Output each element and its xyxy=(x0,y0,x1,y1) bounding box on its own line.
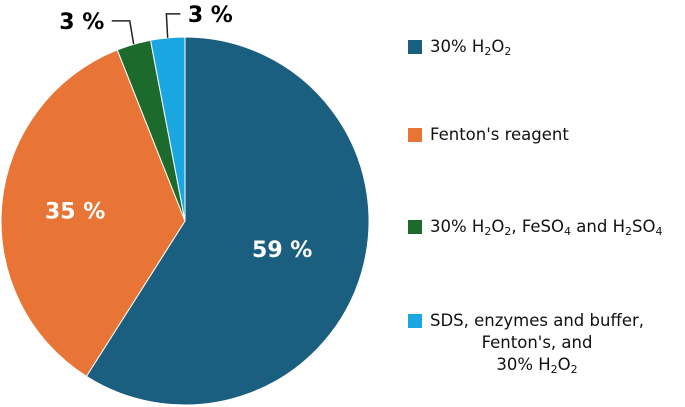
slice-label-4: 3 % xyxy=(188,3,233,28)
legend-swatch-1 xyxy=(408,40,422,54)
legend: 30% H2O2 Fenton's reagent 30% H2O2, FeSO4 … xyxy=(408,0,685,407)
leader-line-3 xyxy=(111,20,135,45)
legend-label-3: 30% H2O2, FeSO4 and H2SO4 xyxy=(430,217,663,238)
legend-item-2: Fenton's reagent xyxy=(408,124,569,146)
legend-label-1: 30% H2O2 xyxy=(430,37,512,58)
legend-swatch-3 xyxy=(408,220,422,234)
legend-swatch-4 xyxy=(408,314,422,328)
pie-slice-2 xyxy=(0,49,186,378)
slice-label-3: 3 % xyxy=(59,10,104,35)
legend-item-3: 30% H2O2, FeSO4 and H2SO4 xyxy=(408,216,662,238)
legend-item-4: SDS, enzymes and buffer, Fenton's, and 30%… xyxy=(408,310,644,376)
legend-label-4: SDS, enzymes and buffer, Fenton's, and 30%… xyxy=(430,311,645,376)
legend-swatch-2 xyxy=(408,128,422,142)
slice-label-2: 35 % xyxy=(45,200,105,225)
pie-slice-1 xyxy=(85,36,370,406)
legend-item-1: 30% H2O2 xyxy=(408,36,511,58)
slice-label-1: 59 % xyxy=(252,238,312,263)
leader-line-4 xyxy=(165,13,181,38)
legend-label-2: Fenton's reagent xyxy=(430,125,569,144)
